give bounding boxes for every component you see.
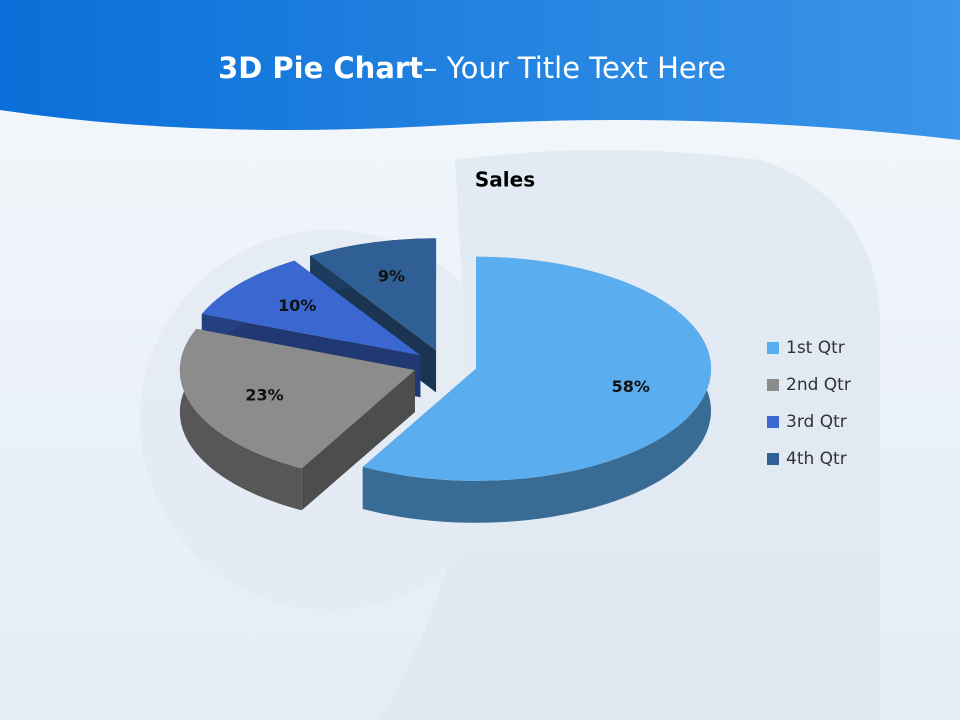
data-label: 9% <box>378 267 405 286</box>
pie: 58% 23% 10% 9% <box>179 238 711 523</box>
chart-title: Sales <box>475 168 535 192</box>
title-bold: 3D Pie Chart <box>218 51 423 85</box>
slice-rim <box>179 328 302 511</box>
slice <box>310 238 437 351</box>
data-label: 10% <box>278 296 316 315</box>
legend-label: 2nd Qtr <box>786 375 851 395</box>
legend-swatch <box>767 379 779 391</box>
header-band <box>0 0 960 140</box>
legend: 1st Qtr 2nd Qtr 3rd Qtr 4th Qtr <box>767 338 851 469</box>
legend-swatch <box>767 342 779 354</box>
title-rest: – Your Title Text Here <box>423 51 726 85</box>
legend-swatch <box>767 416 779 428</box>
slice <box>179 328 415 469</box>
slice <box>201 260 421 356</box>
data-label: 58% <box>612 377 650 396</box>
legend-label: 4th Qtr <box>786 449 847 469</box>
legend-label: 1st Qtr <box>786 338 845 358</box>
legend-label: 3rd Qtr <box>786 412 847 432</box>
legend-swatch <box>767 453 779 465</box>
slice <box>362 256 711 481</box>
data-label: 23% <box>245 385 283 404</box>
slide-title: 3D Pie Chart– Your Title Text Here <box>218 51 726 85</box>
